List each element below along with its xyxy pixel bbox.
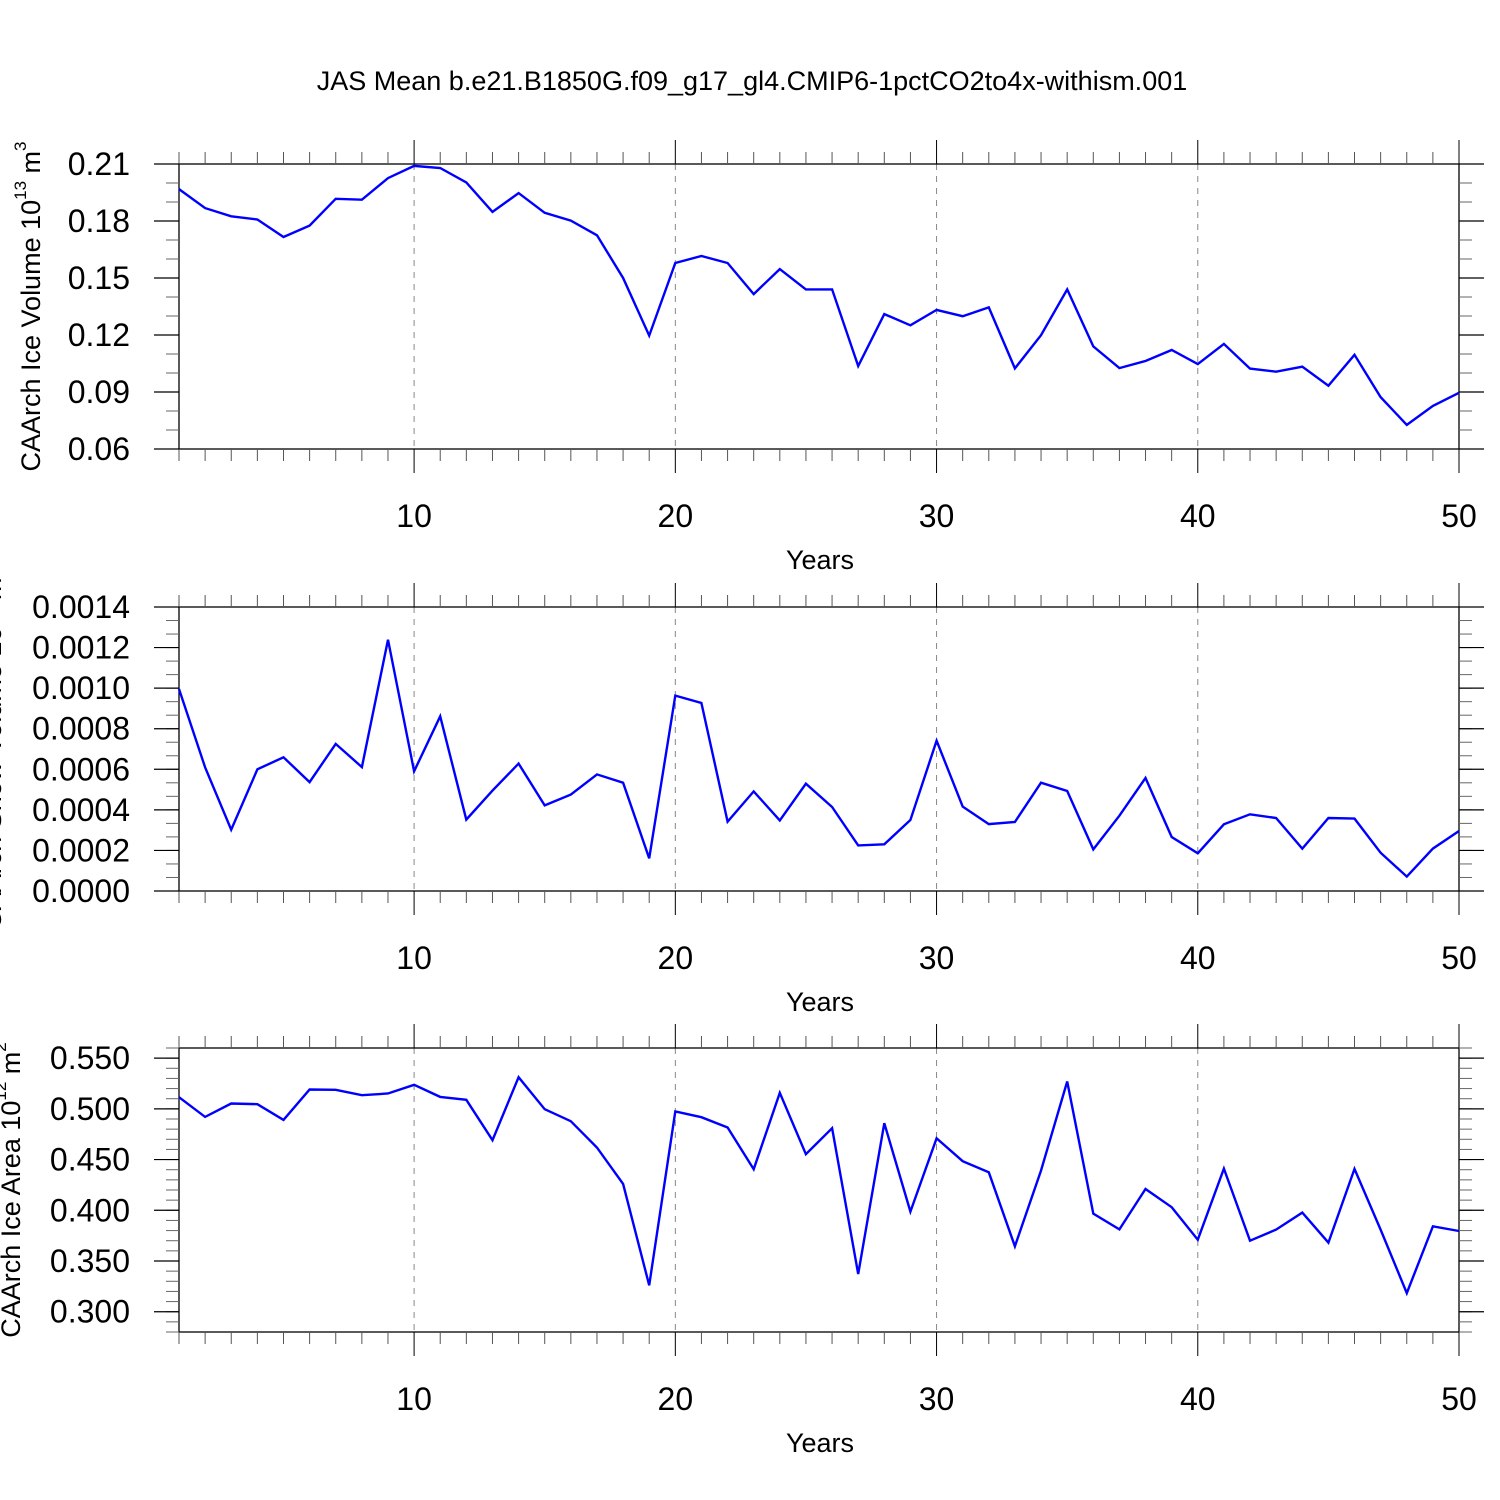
- y-tick-label: 0.0002: [32, 832, 130, 868]
- chart-title: JAS Mean b.e21.B1850G.f09_g17_gl4.CMIP6-…: [317, 66, 1188, 96]
- y-axis-label-part: 2: [0, 1042, 10, 1051]
- y-axis-label: CAArch Ice Volume 1013 m3: [11, 141, 46, 471]
- x-axis-label: Years: [786, 1428, 854, 1458]
- y-axis-label: CAArch Snow Volume 1013 m3: [0, 568, 7, 930]
- y-tick-label: 0.09: [68, 374, 130, 410]
- y-tick-label: 0.0014: [32, 589, 130, 625]
- x-axis-label: Years: [786, 545, 854, 575]
- y-tick-label: 0.550: [50, 1040, 130, 1076]
- y-tick-label: 0.0008: [32, 711, 130, 747]
- plot-frame: [178, 1047, 1460, 1333]
- y-axis-label-part: CAArch Ice Area 10: [0, 1101, 26, 1338]
- y-axis-label: CAArch Ice Area 1012 m2: [0, 1042, 26, 1338]
- series-line: [178, 1074, 1460, 1297]
- y-axis-label-part: 3: [11, 141, 30, 150]
- y-tick-label: 0.450: [50, 1142, 130, 1178]
- y-tick-label: 0.0006: [32, 751, 130, 787]
- y-axis-label-part: 12: [0, 1082, 10, 1101]
- x-tick-label: 30: [919, 498, 955, 534]
- y-axis-label-part: CAArch Ice Volume 10: [16, 200, 46, 472]
- y-axis-label-part: m: [0, 578, 7, 608]
- x-tick-label: 50: [1441, 1381, 1477, 1417]
- x-tick-label: 10: [396, 1381, 432, 1417]
- panel-3: 0.300 0.350 0.400 0.450 0.500 0.550 10 20 30 40 50…: [0, 1024, 1484, 1458]
- x-tick-label: 20: [658, 498, 694, 534]
- x-tick-label: 20: [658, 940, 694, 976]
- x-tick-label: 50: [1441, 498, 1477, 534]
- y-axis-label-part: m: [16, 151, 46, 181]
- series-line: [178, 164, 1460, 427]
- y-tick-label: 0.400: [50, 1192, 130, 1228]
- x-tick-label: 10: [396, 498, 432, 534]
- x-tick-label: 40: [1180, 1381, 1216, 1417]
- y-tick-label: 0.0012: [32, 630, 130, 666]
- y-tick-label: 0.21: [68, 146, 130, 182]
- x-tick-label: 50: [1441, 940, 1477, 976]
- y-tick-label: 0.15: [68, 260, 130, 296]
- plot-frame: [178, 606, 1460, 892]
- y-tick-label: 0.350: [50, 1243, 130, 1279]
- panel-2: 0.0000 0.0002 0.0004 0.0006 0.0008 0.0010 0.00…: [0, 568, 1484, 1017]
- panel-1: 0.06 0.09 0.12 0.15 0.18 0.21 10 20 30 40 50 Years C…: [11, 140, 1484, 575]
- plot-frame: [178, 163, 1460, 450]
- y-axis-label-part: CAArch Snow Volume 10: [0, 627, 7, 930]
- y-axis-label-part: 13: [11, 181, 30, 200]
- x-tick-label: 10: [396, 940, 432, 976]
- y-tick-label: 0.0004: [32, 792, 130, 828]
- y-tick-label: 0.0010: [32, 670, 130, 706]
- y-tick-label: 0.06: [68, 431, 130, 467]
- x-tick-label: 40: [1180, 940, 1216, 976]
- x-axis-label: Years: [786, 987, 854, 1017]
- y-tick-label: 0.18: [68, 203, 130, 239]
- y-tick-label: 0.12: [68, 317, 130, 353]
- y-axis-label-part: m: [0, 1052, 26, 1082]
- y-tick-label: 0.0000: [32, 873, 130, 909]
- x-tick-label: 40: [1180, 498, 1216, 534]
- x-tick-label: 30: [919, 1381, 955, 1417]
- x-tick-label: 20: [658, 1381, 694, 1417]
- y-tick-label: 0.300: [50, 1294, 130, 1330]
- x-tick-label: 30: [919, 940, 955, 976]
- y-tick-label: 0.500: [50, 1091, 130, 1127]
- series-line: [177, 639, 1460, 879]
